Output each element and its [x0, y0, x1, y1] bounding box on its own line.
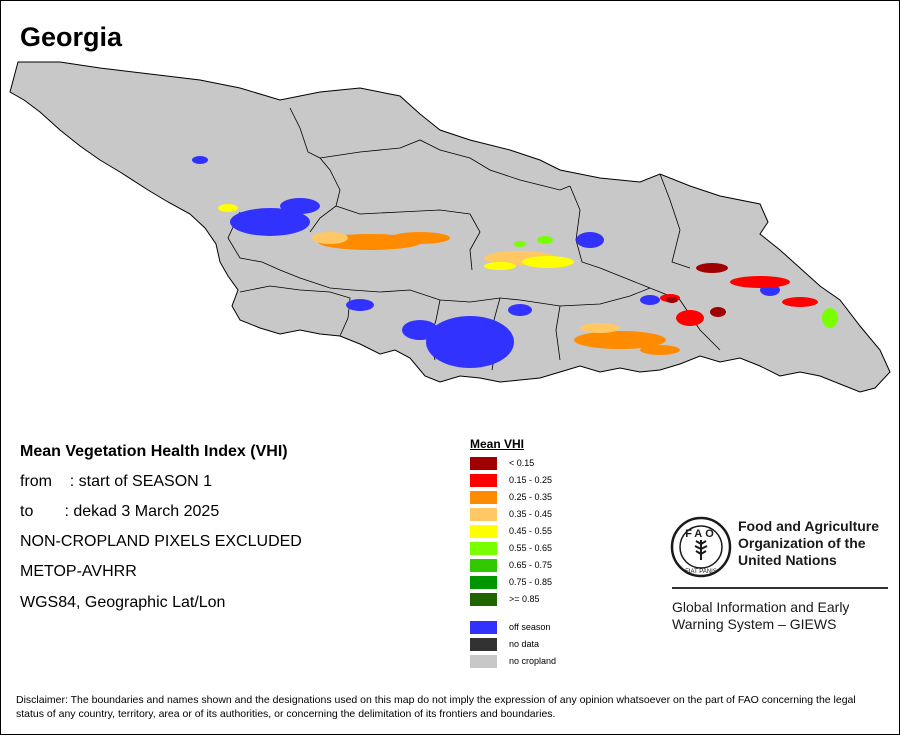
legend-swatch — [470, 508, 497, 521]
info-to: to : dekad 3 March 2025 — [20, 503, 220, 520]
vhi-yellow-areas — [218, 204, 574, 270]
legend-swatch — [470, 655, 497, 668]
legend-swatch — [470, 576, 497, 589]
divider — [672, 587, 888, 589]
legend-swatch — [470, 525, 497, 538]
legend-swatch — [470, 621, 497, 634]
fao-logo-letters: FAO — [685, 528, 717, 540]
legend-swatch — [470, 542, 497, 555]
fao-branding: FAO FIAT PANIS Food and Agriculture Orga… — [668, 514, 890, 644]
legend-swatch — [470, 491, 497, 504]
legend-swatch — [470, 559, 497, 572]
legend-label: < 0.15 — [509, 458, 535, 468]
legend-swatch — [470, 457, 497, 470]
vhi-green-areas — [514, 236, 838, 328]
info-heading: Mean Vegetation Health Index (VHI) — [20, 443, 288, 460]
off-season-areas — [192, 156, 780, 368]
vhi-red-areas — [660, 276, 818, 326]
disclaimer: Disclaimer: The boundaries and names sho… — [16, 694, 856, 720]
fao-logo-icon: FAO FIAT PANIS — [670, 516, 732, 578]
map-title: Georgia — [20, 22, 123, 52]
legend-swatch — [470, 474, 497, 487]
legend-label: 0.25 - 0.35 — [509, 492, 553, 502]
georgia-map — [9, 61, 891, 393]
legend-label: 0.35 - 0.45 — [509, 509, 553, 519]
info-exclusion: NON-CROPLAND PIXELS EXCLUDED — [20, 533, 302, 550]
legend-label: off season — [509, 622, 551, 632]
fao-logo-motto: FIAT PANIS — [685, 569, 717, 575]
legend-label: 0.55 - 0.65 — [509, 543, 553, 553]
fao-organization-name: Food and Agriculture Organization of the… — [738, 518, 880, 568]
country-outline — [9, 61, 891, 393]
legend-label: >= 0.85 — [509, 594, 540, 604]
vhi-dark-red-areas — [666, 263, 728, 317]
legend-label: no data — [509, 639, 540, 649]
info-projection: WGS84, Geographic Lat/Lon — [20, 594, 226, 611]
legend-label: 0.45 - 0.55 — [509, 526, 553, 536]
legend-title: Mean VHI — [470, 437, 525, 451]
region-boundaries — [227, 107, 721, 371]
info-from: from : start of SEASON 1 — [20, 473, 213, 490]
legend-label: 0.75 - 0.85 — [509, 577, 553, 587]
legend-swatch — [470, 638, 497, 651]
legend-swatch — [470, 593, 497, 606]
legend-label: 0.65 - 0.75 — [509, 560, 553, 570]
legend-label: 0.15 - 0.25 — [509, 475, 553, 485]
giews-name: Global Information and Early Warning Sys… — [672, 599, 850, 632]
info-sensor: METOP-AVHRR — [20, 563, 137, 580]
legend-label: no cropland — [509, 656, 557, 666]
